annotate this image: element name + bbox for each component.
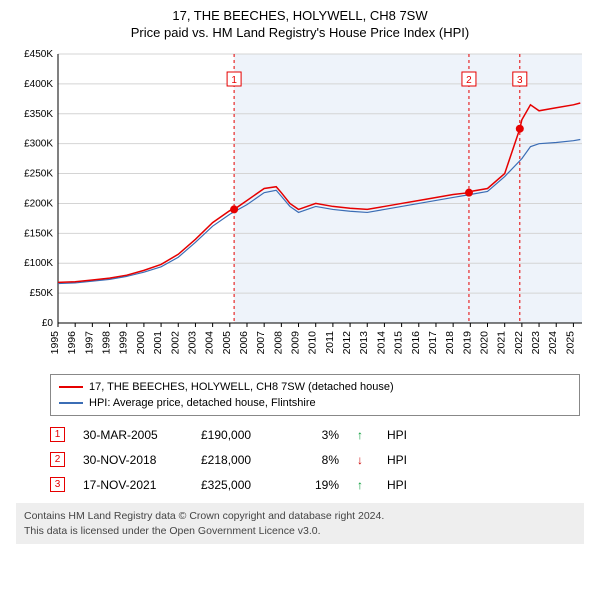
transaction-price: £325,000	[201, 478, 281, 492]
transaction-date: 17-NOV-2021	[83, 478, 183, 492]
svg-text:2021: 2021	[496, 331, 508, 355]
svg-text:1997: 1997	[83, 331, 95, 355]
footer-line2: This data is licensed under the Open Gov…	[24, 524, 576, 539]
svg-text:2008: 2008	[272, 331, 284, 355]
arrow-down-icon: ↓	[357, 453, 369, 467]
legend-swatch	[59, 402, 83, 404]
svg-text:2016: 2016	[410, 331, 422, 355]
footer-attribution: Contains HM Land Registry data © Crown c…	[16, 503, 584, 544]
svg-text:1998: 1998	[101, 331, 113, 355]
arrow-up-icon: ↑	[357, 478, 369, 492]
svg-text:2015: 2015	[393, 331, 405, 355]
legend: 17, THE BEECHES, HOLYWELL, CH8 7SW (deta…	[50, 374, 580, 416]
svg-text:2002: 2002	[169, 331, 181, 355]
transaction-date: 30-MAR-2005	[83, 428, 183, 442]
svg-text:2001: 2001	[152, 331, 164, 355]
transaction-marker: 2	[50, 452, 65, 467]
footer-line1: Contains HM Land Registry data © Crown c…	[24, 509, 576, 524]
chart-subtitle: Price paid vs. HM Land Registry's House …	[10, 25, 590, 40]
svg-text:1996: 1996	[66, 331, 78, 355]
svg-text:2020: 2020	[479, 331, 491, 355]
svg-text:2023: 2023	[530, 331, 542, 355]
chart-area: £0 £50K £100K £150K £200K £250K £300K £350K £400…	[10, 48, 590, 368]
transaction-suffix: HPI	[387, 428, 407, 442]
svg-text:2018: 2018	[444, 331, 456, 355]
svg-text:£100K: £100K	[24, 258, 53, 269]
svg-text:2017: 2017	[427, 331, 439, 355]
svg-text:2004: 2004	[204, 331, 216, 355]
svg-text:2019: 2019	[461, 331, 473, 355]
svg-text:2014: 2014	[375, 331, 387, 355]
chart-container: 17, THE BEECHES, HOLYWELL, CH8 7SW Price…	[0, 0, 600, 552]
legend-item: HPI: Average price, detached house, Flin…	[59, 395, 571, 411]
legend-label: HPI: Average price, detached house, Flin…	[89, 397, 316, 409]
transaction-suffix: HPI	[387, 478, 407, 492]
transaction-pct: 3%	[299, 428, 339, 442]
svg-text:2: 2	[466, 75, 472, 86]
svg-text:2025: 2025	[564, 331, 576, 355]
transaction-row: 1 30-MAR-2005 £190,000 3% ↑ HPI	[50, 422, 580, 447]
svg-text:2013: 2013	[358, 331, 370, 355]
svg-text:2003: 2003	[186, 331, 198, 355]
svg-text:2011: 2011	[324, 331, 336, 354]
transaction-price: £218,000	[201, 453, 281, 467]
svg-text:2024: 2024	[547, 331, 559, 355]
transaction-row: 2 30-NOV-2018 £218,000 8% ↓ HPI	[50, 447, 580, 472]
svg-text:£0: £0	[42, 318, 54, 329]
svg-text:2000: 2000	[135, 331, 147, 355]
chart-title: 17, THE BEECHES, HOLYWELL, CH8 7SW	[10, 8, 590, 23]
svg-text:1999: 1999	[118, 331, 130, 355]
transaction-row: 3 17-NOV-2021 £325,000 19% ↑ HPI	[50, 472, 580, 497]
svg-text:3: 3	[517, 75, 523, 86]
svg-text:2022: 2022	[513, 331, 525, 355]
svg-text:£300K: £300K	[24, 139, 53, 150]
transaction-pct: 19%	[299, 478, 339, 492]
svg-text:£50K: £50K	[30, 288, 54, 299]
svg-text:2010: 2010	[307, 331, 319, 355]
arrow-up-icon: ↑	[357, 428, 369, 442]
legend-swatch	[59, 386, 83, 388]
svg-text:2006: 2006	[238, 331, 250, 355]
svg-text:£350K: £350K	[24, 109, 53, 120]
transactions-table: 1 30-MAR-2005 £190,000 3% ↑ HPI 2 30-NOV-2018 £2…	[50, 422, 580, 497]
svg-text:1995: 1995	[49, 331, 61, 355]
transaction-pct: 8%	[299, 453, 339, 467]
legend-item: 17, THE BEECHES, HOLYWELL, CH8 7SW (deta…	[59, 379, 571, 395]
legend-label: 17, THE BEECHES, HOLYWELL, CH8 7SW (deta…	[89, 381, 394, 393]
transaction-price: £190,000	[201, 428, 281, 442]
svg-text:£150K: £150K	[24, 228, 53, 239]
transaction-marker: 3	[50, 477, 65, 492]
svg-text:£450K: £450K	[24, 49, 53, 60]
svg-text:2007: 2007	[255, 331, 267, 355]
svg-text:2012: 2012	[341, 331, 353, 355]
transaction-suffix: HPI	[387, 453, 407, 467]
svg-text:£400K: £400K	[24, 79, 53, 90]
svg-text:2005: 2005	[221, 331, 233, 355]
svg-text:£250K: £250K	[24, 169, 53, 180]
svg-text:2009: 2009	[290, 331, 302, 355]
svg-text:1: 1	[231, 75, 237, 86]
line-chart-svg: £0 £50K £100K £150K £200K £250K £300K £350K £400…	[10, 48, 590, 368]
transaction-marker: 1	[50, 427, 65, 442]
svg-text:£200K: £200K	[24, 198, 53, 209]
transaction-date: 30-NOV-2018	[83, 453, 183, 467]
